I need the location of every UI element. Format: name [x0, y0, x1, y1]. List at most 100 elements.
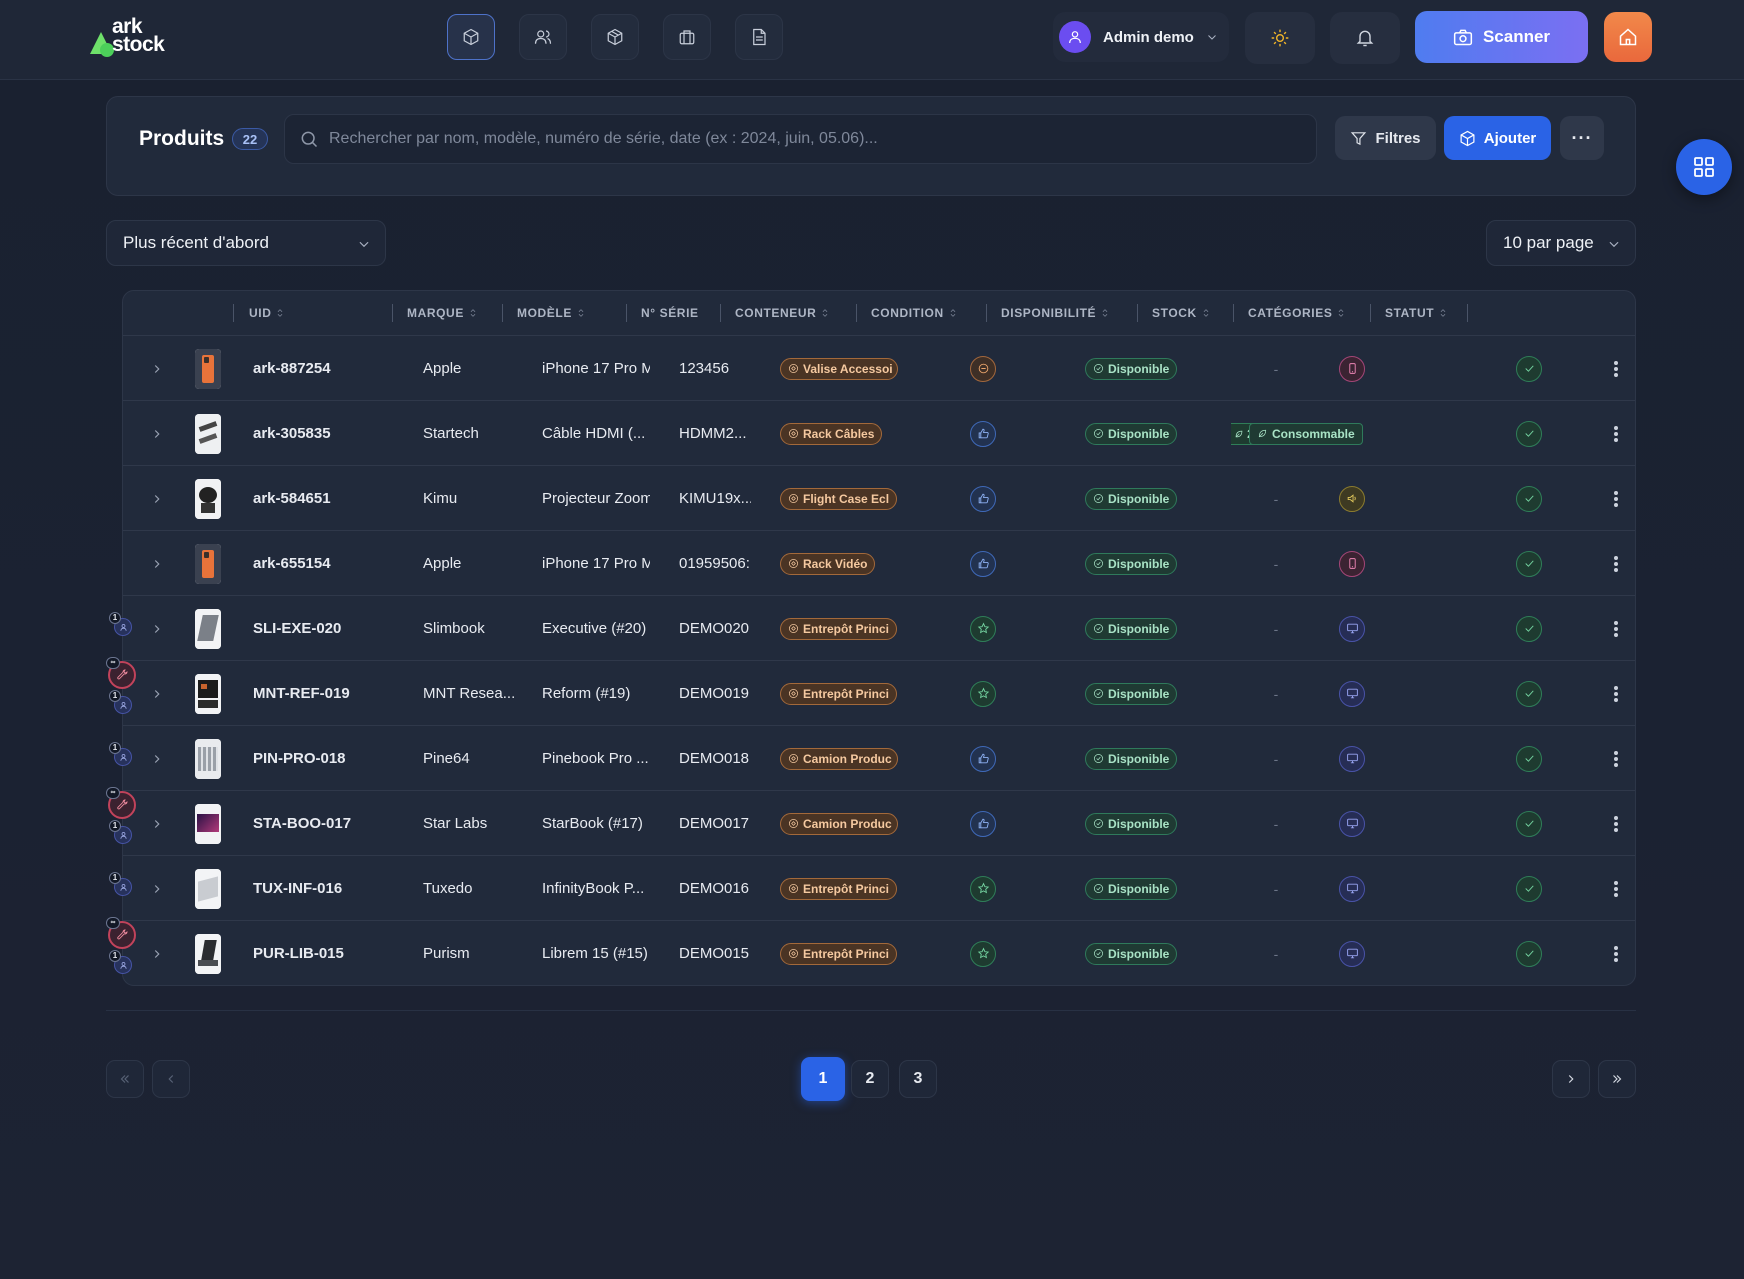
table-row[interactable]: ark-584651 Kimu Projecteur Zoom KIMU19x.…	[123, 466, 1635, 531]
row-actions-button[interactable]	[1608, 401, 1624, 466]
column-separator[interactable]	[626, 304, 627, 322]
ark-stock-logo-text[interactable]: ark stock	[112, 15, 165, 56]
uid-cell[interactable]: ark-655154	[253, 555, 331, 572]
container-tag[interactable]: Rack Câbles	[780, 422, 883, 445]
product-thumbnail[interactable]	[195, 596, 221, 661]
expand-row-button[interactable]	[150, 401, 164, 466]
product-thumbnail[interactable]	[195, 791, 221, 856]
expand-row-button[interactable]	[150, 921, 164, 985]
expand-row-button[interactable]	[150, 726, 164, 791]
uid-cell[interactable]: ark-305835	[253, 425, 331, 442]
container-tag[interactable]: Entrepôt Princi	[780, 682, 898, 705]
next-page-button[interactable]	[1552, 1060, 1590, 1098]
expand-row-button[interactable]	[150, 791, 164, 856]
expand-row-button[interactable]	[150, 661, 164, 726]
row-actions-button[interactable]	[1608, 921, 1624, 985]
assigned-user-badge[interactable]: 1	[109, 820, 132, 844]
page-3-button[interactable]: 3	[899, 1060, 937, 1098]
product-thumbnail[interactable]	[195, 466, 221, 531]
container-cell[interactable]: Camion Produc	[780, 726, 898, 791]
container-cell[interactable]: Entrepôt Princi	[780, 596, 898, 661]
nav-kits-button[interactable]	[663, 14, 711, 60]
table-row[interactable]: ark-655154 Apple iPhone 17 Pro M 0195950…	[123, 531, 1635, 596]
uid-cell[interactable]: STA-BOO-017	[253, 815, 352, 832]
column-header-3[interactable]: N° SÉRIE	[641, 306, 699, 320]
nav-packages-button[interactable]	[591, 14, 639, 60]
product-thumbnail[interactable]	[195, 726, 221, 791]
page-1-button[interactable]: 1	[801, 1057, 845, 1101]
column-separator[interactable]	[502, 304, 503, 322]
table-row[interactable]: ark-305835 Startech Câble HDMI (... HDMM…	[123, 401, 1635, 466]
ark-stock-logo-icon[interactable]	[88, 20, 180, 60]
product-thumbnail[interactable]	[195, 661, 221, 726]
row-actions-button[interactable]	[1608, 856, 1624, 921]
column-header-5[interactable]: CONDITION	[871, 306, 958, 320]
column-header-8[interactable]: CATÉGORIES	[1248, 306, 1346, 320]
container-cell[interactable]: Rack Vidéo	[780, 531, 898, 596]
assigned-user-badge[interactable]: 1	[109, 872, 132, 896]
container-cell[interactable]: Entrepôt Princi	[780, 921, 898, 985]
container-tag[interactable]: Valise Accessoi	[780, 357, 898, 380]
column-header-2[interactable]: MODÈLE	[517, 306, 586, 320]
grid-view-button[interactable]	[1676, 139, 1732, 195]
home-button[interactable]	[1604, 12, 1652, 62]
add-product-button[interactable]: Ajouter	[1444, 116, 1551, 160]
assigned-user-badge[interactable]: 1	[109, 690, 132, 714]
table-row[interactable]: TUX-INF-016 Tuxedo InfinityBook P... DEM…	[123, 856, 1635, 921]
container-tag[interactable]: Rack Vidéo	[780, 552, 876, 575]
more-options-button[interactable]: ···	[1560, 116, 1604, 160]
uid-cell[interactable]: SLI-EXE-020	[253, 620, 342, 637]
maintenance-badge[interactable]: ∞	[106, 787, 136, 819]
nav-documents-button[interactable]	[735, 14, 783, 60]
page-size-select[interactable]: 10 par page	[1486, 220, 1636, 266]
container-cell[interactable]: Entrepôt Princi	[780, 661, 898, 726]
expand-row-button[interactable]	[150, 531, 164, 596]
row-actions-button[interactable]	[1608, 466, 1624, 531]
row-actions-button[interactable]	[1608, 596, 1624, 661]
container-cell[interactable]: Camion Produc	[780, 791, 898, 856]
product-thumbnail[interactable]	[195, 401, 221, 466]
row-actions-button[interactable]	[1608, 661, 1624, 726]
expand-row-button[interactable]	[150, 466, 164, 531]
uid-cell[interactable]: MNT-REF-019	[253, 685, 350, 702]
assigned-user-badge[interactable]: 1	[109, 612, 132, 636]
column-separator[interactable]	[986, 304, 987, 322]
expand-row-button[interactable]	[150, 856, 164, 921]
table-row[interactable]: MNT-REF-019 MNT Resea... Reform (#19) DE…	[123, 661, 1635, 726]
container-tag[interactable]: Camion Produc	[780, 812, 898, 835]
column-separator[interactable]	[1233, 304, 1234, 322]
container-tag[interactable]: Entrepôt Princi	[780, 877, 898, 900]
product-thumbnail[interactable]	[195, 921, 221, 985]
uid-cell[interactable]: TUX-INF-016	[253, 880, 343, 897]
row-actions-button[interactable]	[1608, 791, 1624, 856]
column-header-0[interactable]: UID	[249, 306, 285, 320]
nav-products-button[interactable]	[447, 14, 495, 60]
previous-page-button[interactable]	[152, 1060, 190, 1098]
container-tag[interactable]: Camion Produc	[780, 747, 898, 770]
first-page-button[interactable]	[106, 1060, 144, 1098]
row-actions-button[interactable]	[1608, 726, 1624, 791]
container-cell[interactable]: Rack Câbles	[780, 401, 898, 466]
search-input[interactable]	[329, 130, 1309, 148]
column-separator[interactable]	[1137, 304, 1138, 322]
table-row[interactable]: ark-887254 Apple iPhone 17 Pro M 123456 …	[123, 336, 1635, 401]
container-tag[interactable]: Entrepôt Princi	[780, 942, 898, 965]
table-row[interactable]: SLI-EXE-020 Slimbook Executive (#20) DEM…	[123, 596, 1635, 661]
container-tag[interactable]: Entrepôt Princi	[780, 617, 898, 640]
table-row[interactable]: PUR-LIB-015 Purism Librem 15 (#15) DEMO0…	[123, 921, 1635, 985]
column-header-1[interactable]: MARQUE	[407, 306, 478, 320]
theme-toggle-button[interactable]	[1245, 12, 1315, 64]
table-row[interactable]: PIN-PRO-018 Pine64 Pinebook Pro ... DEMO…	[123, 726, 1635, 791]
table-row[interactable]: STA-BOO-017 Star Labs StarBook (#17) DEM…	[123, 791, 1635, 856]
expand-row-button[interactable]	[150, 336, 164, 401]
column-header-9[interactable]: STATUT	[1385, 306, 1448, 320]
last-page-button[interactable]	[1598, 1060, 1636, 1098]
container-cell[interactable]: Entrepôt Princi	[780, 856, 898, 921]
column-separator[interactable]	[1370, 304, 1371, 322]
container-cell[interactable]: Flight Case Ecl	[780, 466, 898, 531]
filters-button[interactable]: Filtres	[1335, 116, 1436, 160]
column-header-6[interactable]: DISPONIBILITÉ	[1001, 306, 1110, 320]
column-separator[interactable]	[856, 304, 857, 322]
column-separator[interactable]	[1467, 304, 1468, 322]
product-thumbnail[interactable]	[195, 531, 221, 596]
